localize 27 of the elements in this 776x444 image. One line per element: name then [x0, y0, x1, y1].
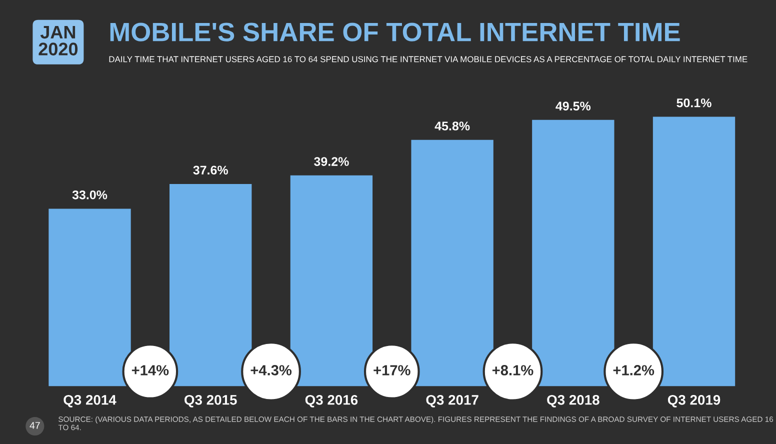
- x-tick-label: Q3 2016: [305, 394, 358, 408]
- annotation: +4.3%: [250, 365, 292, 376]
- chart-subtitle: DAILY TIME THAT INTERNET USERS AGED 16 TO 64 SPEND USING THE INTERNET VIA MOBILE DEVICES AS A PERCENTAGE OF TOTAL DAILY INTERNET TIME: [109, 56, 748, 62]
- x-tick-label: Q3 2018: [547, 394, 600, 408]
- text: JAN 2020: [38, 26, 78, 56]
- annotation: +1.2%: [613, 365, 654, 376]
- data-label: 49.5%: [556, 102, 591, 111]
- data-label: 37.6%: [193, 166, 228, 175]
- data-label: 39.2%: [314, 157, 349, 166]
- bar: [532, 120, 614, 386]
- data-label: 50.1%: [676, 98, 712, 108]
- x-tick-label: Q3 2015: [184, 394, 237, 408]
- bar: [411, 140, 494, 386]
- bar: [170, 184, 252, 386]
- bar: [48, 208, 131, 386]
- bar: [652, 116, 736, 386]
- data-label: 33.0%: [72, 190, 108, 200]
- x-tick-label: Q3 2019: [668, 394, 720, 408]
- chart-title: MOBILE'S SHARE OF TOTAL INTERNET TIME: [110, 22, 680, 42]
- x-tick-label: Q3 2017: [426, 394, 478, 408]
- annotation: +14%: [132, 365, 169, 376]
- text: 47: [30, 422, 40, 429]
- annotation: +17%: [374, 365, 410, 376]
- data-label: 45.8%: [434, 122, 470, 130]
- annotation: +8.1%: [492, 365, 534, 376]
- bar: [290, 175, 373, 386]
- x-tick-label: Q3 2014: [64, 394, 116, 408]
